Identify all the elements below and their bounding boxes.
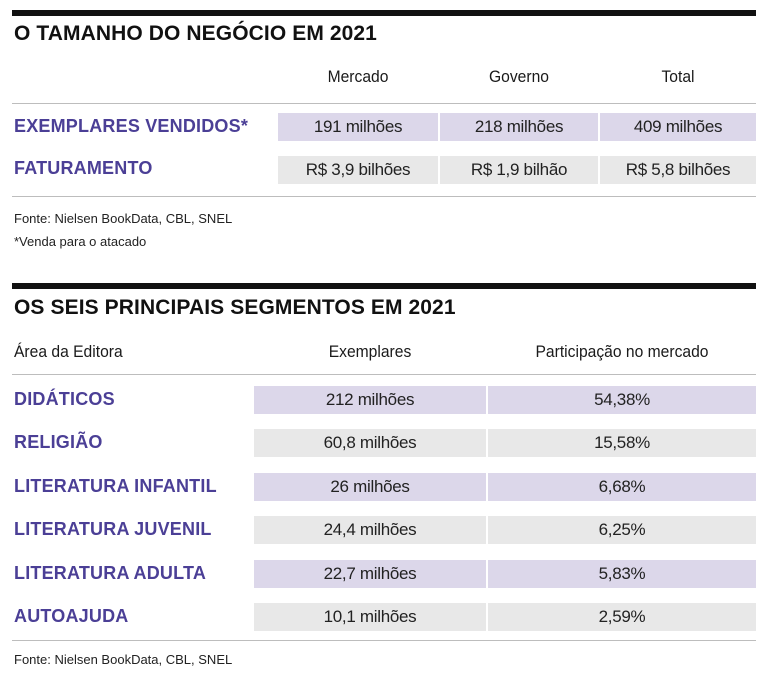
section1-bottom-rule xyxy=(12,196,756,197)
cell-didaticos-participacao: 54,38% xyxy=(488,386,756,414)
section2-bottom-rule xyxy=(12,640,756,641)
section1-header-rule xyxy=(12,103,756,104)
cell-exemplares-mercado: 191 milhões xyxy=(278,113,438,141)
col-header-exemplares: Exemplares xyxy=(328,342,412,361)
row-label-literatura-adulta: LITERATURA ADULTA xyxy=(14,563,207,583)
cell-autoajuda-participacao: 2,59% xyxy=(488,603,756,631)
section2-top-rule xyxy=(12,283,756,289)
cell-religiao-exemplares: 60,8 milhões xyxy=(254,429,486,457)
row-label-literatura-juvenil: LITERATURA JUVENIL xyxy=(14,519,212,539)
row-label-faturamento: FATURAMENTO xyxy=(14,158,153,178)
col-header-participacao: Participação no mercado xyxy=(535,342,709,361)
cell-didaticos-exemplares: 212 milhões xyxy=(254,386,486,414)
col-header-governo: Governo xyxy=(488,67,549,86)
cell-literatura-adulta-participacao: 5,83% xyxy=(488,560,756,588)
row-label-didaticos: DIDÁTICOS xyxy=(14,389,115,409)
section1-footnote: *Venda para o atacado xyxy=(14,234,147,249)
row-label-exemplares: EXEMPLARES VENDIDOS* xyxy=(14,116,249,136)
section2-source: Fonte: Nielsen BookData, CBL, SNEL xyxy=(14,652,233,667)
cell-religiao-participacao: 15,58% xyxy=(488,429,756,457)
row-label-autoajuda: AUTOAJUDA xyxy=(14,606,129,626)
cell-literatura-juvenil-exemplares: 24,4 milhões xyxy=(254,516,486,544)
cell-faturamento-total: R$ 5,8 bilhões xyxy=(600,156,756,184)
row-label-literatura-infantil: LITERATURA INFANTIL xyxy=(14,476,217,496)
cell-exemplares-governo: 218 milhões xyxy=(440,113,598,141)
cell-literatura-juvenil-participacao: 6,25% xyxy=(488,516,756,544)
cell-exemplares-total: 409 milhões xyxy=(600,113,756,141)
section2-title: OS SEIS PRINCIPAIS SEGMENTOS EM 2021 xyxy=(14,296,456,319)
cell-faturamento-mercado: R$ 3,9 bilhões xyxy=(278,156,438,184)
cell-autoajuda-exemplares: 10,1 milhões xyxy=(254,603,486,631)
col-header-total: Total xyxy=(661,67,695,86)
row-label-religiao: RELIGIÃO xyxy=(14,432,103,452)
cell-literatura-adulta-exemplares: 22,7 milhões xyxy=(254,560,486,588)
section1-title: O TAMANHO DO NEGÓCIO EM 2021 xyxy=(14,22,377,45)
cell-literatura-infantil-participacao: 6,68% xyxy=(488,473,756,501)
col-header-mercado: Mercado xyxy=(327,67,389,86)
section2-header-rule xyxy=(12,374,756,375)
cell-faturamento-governo: R$ 1,9 bilhão xyxy=(440,156,598,184)
cell-literatura-infantil-exemplares: 26 milhões xyxy=(254,473,486,501)
section1-top-rule xyxy=(12,10,756,16)
section1-source: Fonte: Nielsen BookData, CBL, SNEL xyxy=(14,211,233,226)
col-header-area: Área da Editora xyxy=(14,342,123,361)
